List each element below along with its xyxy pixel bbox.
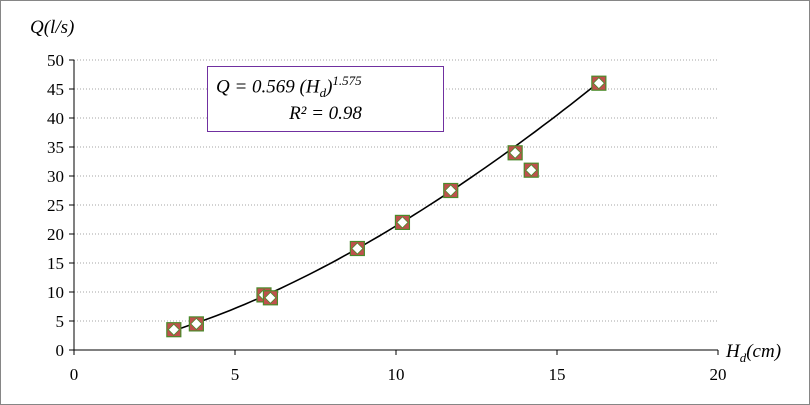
y-tick-label: 50	[47, 51, 64, 70]
data-point	[523, 162, 539, 178]
y-tick-label: 40	[47, 109, 64, 128]
equation-prefix: Q = 0.569 (H	[216, 76, 320, 98]
y-tick-label: 30	[47, 167, 64, 186]
data-point-diamond	[351, 242, 364, 255]
equation-line: Q = 0.569 (Hd)1.575	[216, 73, 362, 101]
y-tick-label: 20	[47, 225, 64, 244]
x-axis-title-unit: (cm)	[746, 341, 781, 362]
equation-subscript: d	[319, 85, 327, 101]
y-tick-label: 0	[56, 341, 65, 360]
data-point	[188, 316, 204, 332]
x-axis-title-sub: d	[740, 350, 747, 365]
data-point-diamond	[396, 216, 409, 229]
trendline	[173, 81, 600, 332]
x-tick-label: 20	[710, 365, 727, 384]
data-point	[166, 322, 182, 338]
x-tick-label: 10	[388, 365, 405, 384]
y-tick-label: 25	[47, 196, 64, 215]
data-point	[507, 145, 523, 161]
y-tick-label: 45	[47, 80, 64, 99]
data-point-diamond	[264, 291, 277, 304]
data-point-diamond	[190, 317, 203, 330]
y-tick-label: 35	[47, 138, 64, 157]
y-axis-title: Q(l/s)	[30, 17, 74, 38]
data-point	[443, 182, 459, 199]
data-point	[591, 75, 607, 91]
x-axis-ticks: 0 5 10 15 20	[70, 350, 727, 384]
x-axis-title-main: H	[725, 341, 741, 362]
y-tick-label: 5	[56, 312, 65, 331]
data-point-diamond	[525, 164, 538, 177]
y-axis-ticks: 0 5 10 15 20 25 30 35 40 45 50	[47, 51, 74, 360]
data-point	[262, 290, 279, 306]
x-tick-label: 5	[231, 365, 240, 384]
y-tick-label: 15	[47, 254, 64, 273]
y-tick-label: 10	[47, 283, 64, 302]
equation-close: )	[326, 76, 333, 98]
equation-box: Q = 0.569 (Hd)1.575 R² = 0.98	[207, 66, 444, 132]
data-point-diamond	[509, 146, 522, 159]
data-points	[166, 75, 607, 338]
data-point-diamond	[444, 184, 457, 197]
data-point	[394, 214, 411, 230]
data-point-diamond	[167, 323, 180, 336]
r-squared-line: R² = 0.98	[289, 103, 362, 124]
x-tick-label: 15	[549, 365, 566, 384]
equation-exponent: 1.575	[332, 73, 362, 88]
x-tick-label: 0	[70, 365, 79, 384]
data-point-diamond	[592, 77, 605, 90]
data-point	[349, 240, 365, 257]
x-axis-title: Hd(cm)	[725, 341, 781, 365]
